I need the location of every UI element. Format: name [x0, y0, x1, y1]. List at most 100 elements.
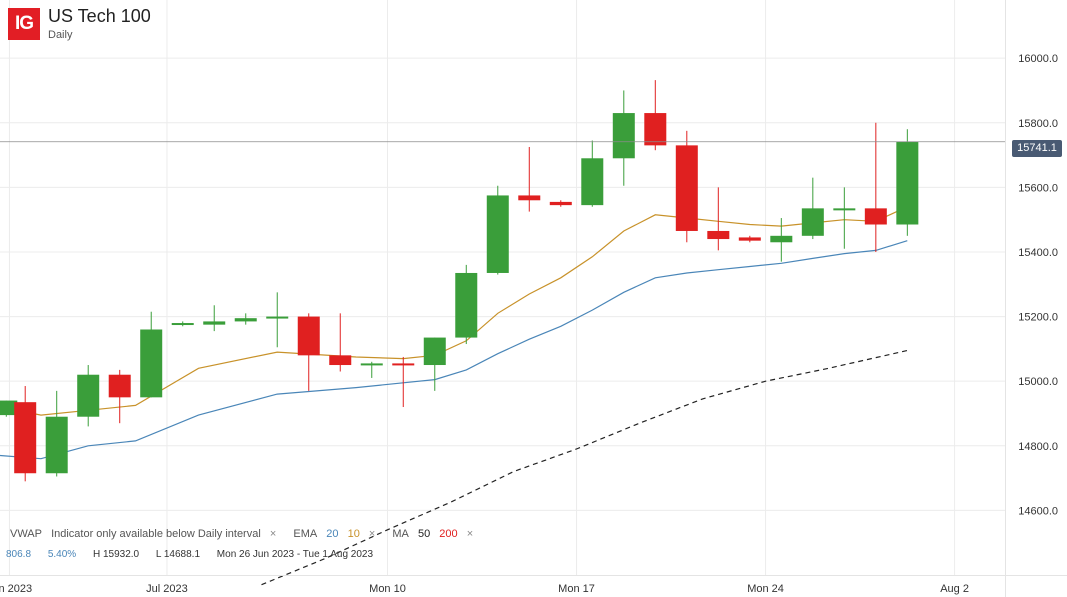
ema10-series [0, 206, 908, 416]
candle-up [612, 90, 635, 186]
x-tick-label: Jul 2023 [146, 583, 188, 595]
ma50-line [261, 349, 908, 586]
ema20-line [0, 240, 908, 460]
candle-body [329, 355, 352, 366]
candle-body [518, 195, 541, 201]
x-tick-label: Mon 17 [558, 583, 595, 595]
candle-down [864, 122, 887, 252]
candle-up [203, 305, 226, 332]
candle-body [770, 235, 793, 243]
candle-up [801, 177, 824, 240]
candle-body [140, 329, 163, 398]
y-tick-label: 15200.0 [1018, 312, 1058, 324]
candle-up [833, 187, 856, 249]
candle-body [45, 416, 68, 474]
remove-ema-icon[interactable]: × [368, 528, 376, 540]
y-tick-label: 15400.0 [1018, 247, 1058, 259]
candle-body [360, 363, 383, 366]
candle-body [707, 230, 730, 240]
y-tick-label: 16000.0 [1018, 53, 1058, 65]
price-axis[interactable]: 14600.0 14800.0 15000.0 15200.0 15400.0 15600… [1005, 0, 1059, 597]
candle-down [738, 235, 761, 243]
ema10-value: 10 [347, 528, 360, 540]
candle-body [675, 145, 698, 231]
candle-body [896, 141, 919, 225]
candlesticks [0, 80, 919, 482]
last-price-badge: 15741.1 [1012, 140, 1062, 157]
vwap-label[interactable]: VWAP [10, 528, 42, 540]
date-axis[interactable]: Jun 2023 Jul 2023 Mon 10 Mon 17 Mon 24 Aug 2 [0, 575, 1067, 596]
y-tick-label: 15000.0 [1018, 376, 1058, 388]
x-tick-label: Jun 2023 [0, 583, 32, 595]
candle-body [486, 195, 509, 273]
candle-body [297, 316, 320, 356]
candle-body [203, 321, 226, 325]
high-value: H 15932.0 [92, 549, 140, 560]
candle-body [549, 201, 572, 206]
remove-vwap-icon[interactable]: × [269, 528, 277, 540]
candle-body [864, 208, 887, 225]
candle-body [14, 402, 37, 474]
candle-body [455, 272, 478, 338]
vwap-note: Indicator only available below Daily int… [51, 528, 261, 540]
stats-row: 806.8 5.40% H 15932.0 L 14688.1 Mon 26 J… [6, 549, 387, 560]
candle-body [234, 318, 257, 322]
candle-down [297, 313, 320, 391]
candle-down [392, 356, 415, 408]
candle-body [108, 374, 131, 398]
candle-up [140, 311, 163, 398]
candle-up [266, 292, 289, 348]
candle-up [234, 313, 257, 325]
candle-up [896, 129, 919, 236]
low-value: L 14688.1 [155, 549, 201, 560]
ema20-series [0, 240, 908, 460]
candle-down [549, 200, 572, 207]
candle-body [266, 316, 289, 319]
interval-label: Daily [48, 29, 73, 41]
indicator-legend: VWAP Indicator only available below Dail… [10, 528, 487, 540]
ma50-series [261, 349, 908, 586]
candle-up [770, 218, 793, 262]
x-tick-label: Mon 24 [747, 583, 784, 595]
y-tick-label: 15800.0 [1018, 118, 1058, 130]
candle-body [612, 113, 635, 159]
candle-body [801, 208, 824, 236]
remove-ma-icon[interactable]: × [466, 528, 474, 540]
candle-up [581, 140, 604, 207]
y-tick-label: 14800.0 [1018, 441, 1058, 453]
candle-down [675, 130, 698, 243]
candle-body [644, 113, 667, 146]
candle-up [0, 400, 18, 417]
candle-body [77, 374, 100, 417]
candle-body [581, 158, 604, 206]
x-tick-label: Mon 10 [369, 583, 406, 595]
candle-down [707, 187, 730, 251]
candle-body [392, 363, 415, 366]
chart-grid [0, 0, 1005, 575]
candle-body [423, 337, 446, 366]
ma50-value: 50 [417, 528, 431, 540]
candle-down [14, 386, 37, 482]
candle-body [738, 237, 761, 241]
ema-label[interactable]: EMA [293, 528, 318, 540]
ma200-value: 200 [439, 528, 458, 540]
candle-body [833, 208, 856, 211]
candle-body [0, 400, 18, 416]
ig-logo: IG [8, 8, 40, 40]
candle-down [518, 146, 541, 212]
date-range: Mon 26 Jun 2023 - Tue 1 Aug 2023 [216, 549, 374, 560]
ema20-value: 20 [326, 528, 339, 540]
candle-up [455, 264, 478, 345]
candle-down [108, 369, 131, 424]
y-tick-label: 15600.0 [1018, 182, 1058, 194]
candle-up [77, 365, 100, 427]
candle-down [644, 80, 667, 151]
candle-up [45, 390, 68, 477]
ema10-line [0, 206, 908, 416]
candle-down [329, 313, 352, 372]
ma-label[interactable]: MA [392, 528, 409, 540]
candle-up [171, 321, 194, 327]
candle-up [360, 361, 383, 378]
change-value: 806.8 [6, 549, 32, 560]
